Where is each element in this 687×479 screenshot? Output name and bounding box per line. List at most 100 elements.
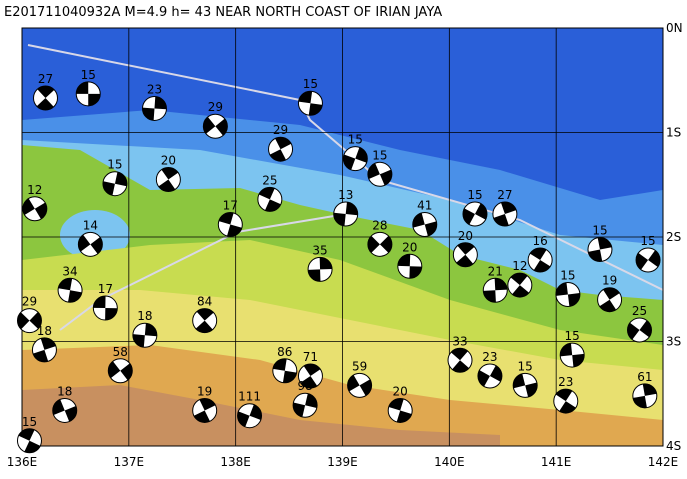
compression-quadrant bbox=[158, 167, 179, 192]
depth-label: 23 bbox=[558, 375, 573, 389]
compression-quadrant bbox=[203, 116, 228, 136]
depth-label: 15 bbox=[348, 133, 363, 147]
compression-quadrant bbox=[36, 86, 55, 110]
compression-quadrant bbox=[298, 91, 323, 116]
depth-label: 29 bbox=[208, 100, 223, 114]
compression-quadrant bbox=[529, 248, 551, 272]
x-tick-label: 136E bbox=[7, 455, 38, 469]
compression-quadrant bbox=[347, 374, 372, 396]
depth-label: 58 bbox=[113, 345, 128, 359]
depth-label: 17 bbox=[98, 282, 113, 296]
compression-quadrant bbox=[636, 250, 661, 270]
compression-quadrant bbox=[193, 398, 216, 423]
compression-quadrant bbox=[513, 373, 538, 398]
depth-label: 15 bbox=[303, 77, 318, 91]
depth-label: 27 bbox=[497, 188, 512, 202]
compression-quadrant bbox=[450, 348, 470, 373]
compression-quadrant bbox=[237, 404, 262, 427]
depth-label: 20 bbox=[393, 384, 408, 398]
compression-quadrant bbox=[560, 343, 585, 368]
compression-quadrant bbox=[108, 361, 133, 381]
depth-label: 18 bbox=[57, 384, 72, 398]
depth-label: 21 bbox=[488, 264, 503, 278]
compression-quadrant bbox=[477, 365, 502, 387]
depth-label: 29 bbox=[22, 295, 37, 309]
compression-quadrant bbox=[269, 137, 292, 162]
depth-label: 41 bbox=[417, 198, 432, 212]
depth-label: 25 bbox=[262, 173, 277, 187]
depth-label: 59 bbox=[352, 359, 367, 373]
depth-label: 25 bbox=[632, 304, 647, 318]
depth-label: 14 bbox=[83, 218, 98, 232]
compression-quadrant bbox=[599, 287, 620, 312]
compression-quadrant bbox=[588, 237, 612, 262]
depth-label: 18 bbox=[37, 324, 52, 338]
depth-label: 15 bbox=[107, 158, 122, 172]
compression-quadrant bbox=[52, 399, 77, 422]
depth-label: 61 bbox=[637, 370, 652, 384]
depth-label: 15 bbox=[372, 148, 387, 162]
map-frame bbox=[21, 27, 664, 447]
compression-quadrant bbox=[462, 203, 487, 225]
depth-label: 15 bbox=[560, 268, 575, 282]
compression-quadrant bbox=[142, 96, 167, 121]
compression-quadrant bbox=[218, 212, 242, 237]
compression-quadrant bbox=[272, 358, 297, 383]
compression-quadrant bbox=[367, 163, 392, 186]
compression-quadrant bbox=[258, 187, 281, 212]
depth-label: 71 bbox=[303, 350, 318, 364]
compression-quadrant bbox=[555, 389, 576, 414]
compression-quadrant bbox=[367, 235, 392, 253]
compression-quadrant bbox=[493, 202, 517, 226]
depth-label: 15 bbox=[592, 224, 607, 238]
depth-label: 98 bbox=[297, 379, 312, 393]
x-tick-label: 140E bbox=[434, 455, 465, 469]
compression-quadrant bbox=[78, 234, 103, 254]
depth-label: 29 bbox=[273, 123, 288, 137]
depth-label: 15 bbox=[518, 359, 533, 373]
compression-quadrant bbox=[93, 296, 118, 321]
depth-label: 15 bbox=[640, 234, 655, 248]
depth-label: 18 bbox=[137, 309, 152, 323]
depth-label: 12 bbox=[27, 183, 42, 197]
x-tick-label: 137E bbox=[114, 455, 145, 469]
depth-label: 12 bbox=[512, 259, 527, 273]
compression-quadrant bbox=[510, 273, 530, 298]
depth-label: 35 bbox=[312, 243, 327, 257]
y-tick-label: 2S bbox=[666, 230, 681, 244]
compression-quadrant bbox=[58, 278, 82, 303]
compression-quadrant bbox=[633, 383, 657, 408]
compression-quadrant bbox=[300, 364, 321, 388]
compression-quadrant bbox=[195, 308, 214, 333]
compression-quadrant bbox=[555, 282, 580, 307]
y-tick-label: 3S bbox=[666, 335, 681, 349]
compression-quadrant bbox=[343, 147, 368, 170]
y-tick-label: 0N bbox=[666, 21, 683, 35]
depth-label: 27 bbox=[38, 72, 53, 86]
depth-label: 23 bbox=[147, 82, 162, 96]
compression-quadrant bbox=[18, 428, 41, 453]
compression-quadrant bbox=[293, 393, 318, 417]
compression-quadrant bbox=[388, 398, 412, 423]
y-tick-label: 4S bbox=[666, 439, 681, 453]
compression-quadrant bbox=[76, 81, 101, 106]
compression-quadrant bbox=[308, 257, 333, 282]
compression-quadrant bbox=[412, 212, 437, 237]
depth-label: 15 bbox=[565, 329, 580, 343]
depth-label: 20 bbox=[458, 229, 473, 243]
depth-label: 16 bbox=[533, 234, 548, 248]
depth-label: 20 bbox=[402, 240, 417, 254]
depth-label: 19 bbox=[197, 384, 212, 398]
depth-label: 34 bbox=[62, 264, 77, 278]
depth-label: 19 bbox=[602, 274, 617, 288]
depth-label: 86 bbox=[277, 345, 292, 359]
depth-label: 15 bbox=[467, 188, 482, 202]
depth-label: 84 bbox=[197, 295, 212, 309]
x-tick-label: 142E bbox=[648, 455, 679, 469]
compression-quadrant bbox=[456, 242, 475, 267]
x-tick-label: 141E bbox=[541, 455, 572, 469]
compression-quadrant bbox=[627, 320, 652, 340]
depth-label: 17 bbox=[223, 198, 238, 212]
depth-label: 15 bbox=[22, 415, 37, 429]
x-tick-label: 139E bbox=[327, 455, 358, 469]
